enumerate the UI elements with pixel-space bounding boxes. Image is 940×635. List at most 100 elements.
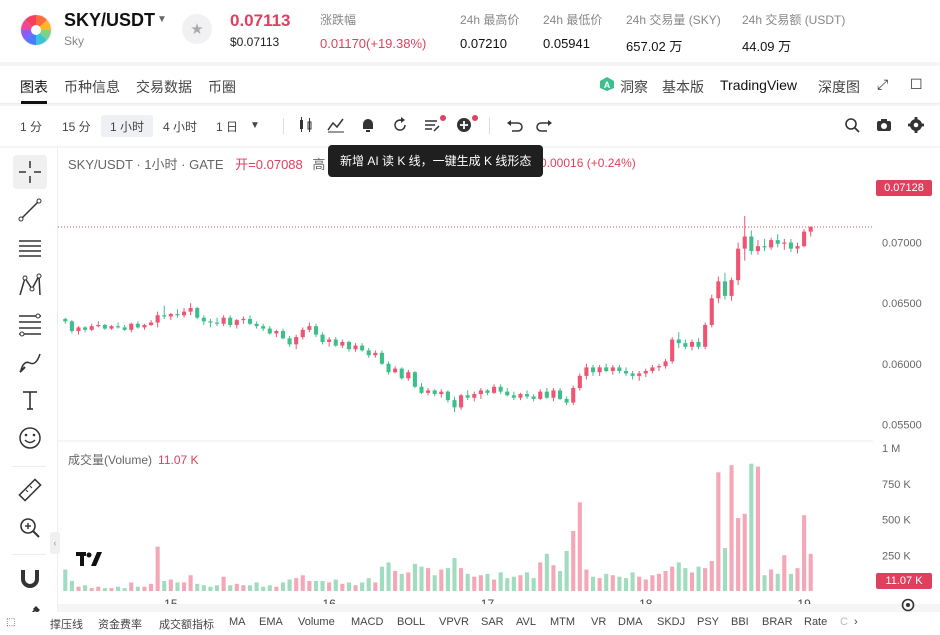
tab-trade-data[interactable]: 交易数据 [136,79,192,95]
candle-body [445,391,450,401]
magnet-icon[interactable] [16,564,44,592]
volume-bar [485,573,490,591]
ind-ema[interactable]: EMA [259,616,283,628]
stat-24h-turnover: 24h 交易额 (USDT) 44.09 万 [742,11,845,55]
candle-body [340,341,345,346]
redo-icon[interactable] [535,115,555,135]
ruler-icon[interactable] [16,476,44,504]
tab-chart[interactable]: 图表 [20,79,48,95]
pair-title[interactable]: SKY/USDT [64,10,156,30]
candle-body [333,339,338,346]
ind-macd[interactable]: MACD [351,616,384,628]
price-chart-svg: 0.07000 0.06500 0.06000 0.05500 1 M 750 K 500 … [58,215,922,604]
fib-retracement-icon[interactable] [16,310,44,338]
volume-bar [366,578,371,591]
ind-boll[interactable]: BOLL [397,616,426,628]
candle-body [214,322,220,324]
ind-psy[interactable]: PSY [697,616,720,628]
volume-bar [564,550,569,591]
tab-coin-info[interactable]: 币种信息 [64,79,120,95]
volume-bar [617,576,622,591]
add-circle-icon[interactable] [454,115,474,135]
candle-body [135,323,140,328]
ind-brar[interactable]: BRAR [762,616,793,628]
ind-bbi[interactable]: BBI [731,616,749,628]
ind-mtm[interactable]: MTM [550,616,576,628]
volume-bar [439,569,444,591]
candle-body [472,394,477,398]
candle-body [175,314,180,316]
camera-icon[interactable] [874,115,894,135]
brush-icon[interactable] [16,348,44,376]
expand-icon[interactable]: ⤢ [877,76,889,92]
interval-1h[interactable]: 1 小时 [110,120,145,134]
volume-bar [643,579,648,591]
zoom-in-icon[interactable] [16,514,44,542]
ind-vr[interactable]: VR [591,616,607,628]
search-icon[interactable] [842,115,862,135]
interval-4h[interactable]: 4 小时 [163,120,198,134]
ind-turnover[interactable]: 成交额指标 [159,619,214,631]
chart-settings-icon[interactable] [900,597,916,613]
ind-dma[interactable]: DMA [618,616,643,628]
ind-skdj[interactable]: SKDJ [657,616,686,628]
last-price-tag: 0.07128 [876,180,932,196]
interval-more-icon[interactable]: ▼ [250,120,260,131]
crosshair-icon[interactable] [16,158,44,186]
ind-more[interactable]: C [840,616,848,628]
candle-type-icon[interactable] [296,115,316,135]
settings-gear-icon[interactable] [906,115,926,135]
undo-icon[interactable] [504,115,524,135]
volume-bar [802,515,807,591]
volume-bar [162,580,167,591]
interval-1m[interactable]: 1 分 [20,120,43,134]
chart-pane[interactable]: 0.07000 0.06500 0.06000 0.05500 1 M 750 K 500 … [50,145,940,612]
interval-15m[interactable]: 15 分 [62,120,91,134]
ind-support-resistance[interactable]: 撑压线 [50,619,83,631]
candle-body [663,361,668,367]
volume-bar [320,580,325,591]
alert-bell-icon[interactable] [358,115,378,135]
ind-vpvr[interactable]: VPVR [439,616,469,628]
trend-line-icon[interactable] [16,196,44,224]
indicators-icon[interactable] [326,115,346,135]
ind-volume[interactable]: Volume [298,616,335,628]
volume-bar [142,586,147,591]
interval-1d[interactable]: 1 日 [216,120,239,134]
ind-rate[interactable]: Rate [804,616,828,628]
favorite-star-button[interactable]: ★ [182,14,212,44]
tab-tradingview[interactable]: TradingView [720,77,798,93]
tab-community[interactable]: 币圈 [208,79,236,95]
stat-value: 0.05941 [543,36,590,51]
volume-bar [426,568,431,591]
volume-bar [703,568,708,591]
text-tool-icon[interactable] [16,386,44,414]
horizontal-lines-icon[interactable] [16,234,44,262]
ai-kline-icon[interactable] [422,115,442,135]
pair-dropdown-icon[interactable]: ▼ [157,14,167,25]
window-icon[interactable]: ☐ [910,76,923,92]
ind-sar[interactable]: SAR [481,616,504,628]
tab-depth[interactable]: 深度图 [818,79,860,95]
collapse-toolbar-icon[interactable]: ‹ [50,532,60,554]
volume-bar [406,572,411,591]
volume-bar [399,573,404,591]
ind-ma[interactable]: MA [229,616,246,628]
tab-basic[interactable]: 基本版 [662,79,704,95]
pattern-icon[interactable] [16,272,44,300]
tab-insight[interactable]: 洞察 [620,79,648,95]
volume-bar [76,586,81,591]
volume-bar [472,576,477,591]
volume-bar [736,518,741,591]
volume-bar [412,563,417,591]
replay-icon[interactable] [390,115,410,135]
volume-bar [696,566,701,591]
legend-symbol: SKY/USDT · 1小时 · GATE [68,157,224,172]
emoji-icon[interactable] [16,424,44,452]
stat-change: 涨跌幅 0.01170(+19.38%) [320,11,426,51]
ind-avl[interactable]: AVL [516,616,536,628]
ind-funding-rate[interactable]: 资金费率 [98,619,142,631]
candle-body [518,394,523,398]
scroll-right-icon[interactable]: › [854,616,858,628]
